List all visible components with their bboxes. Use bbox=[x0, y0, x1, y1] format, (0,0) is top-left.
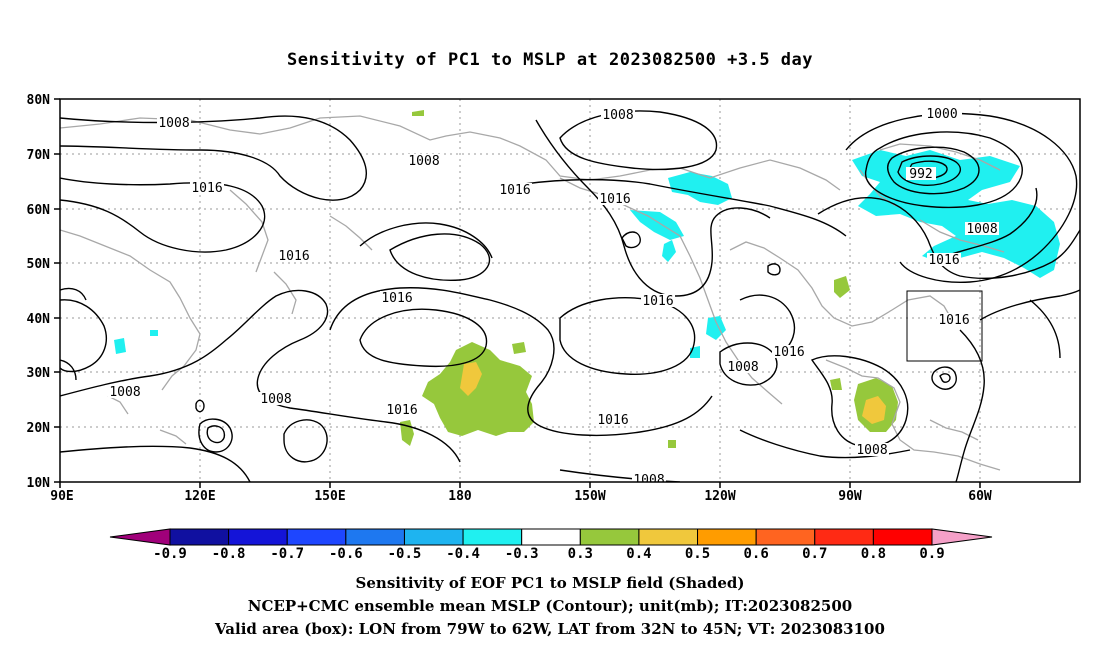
valid-area-box bbox=[906, 290, 983, 362]
colorbar-swatch bbox=[462, 528, 523, 546]
lon-label: 90E bbox=[50, 489, 73, 504]
caption-valid-area: Valid area (box): LON from 79W to 62W, L… bbox=[215, 620, 885, 638]
colorbar-arrow-high bbox=[931, 528, 993, 546]
contour-label: 1008 bbox=[158, 116, 189, 131]
colorbar-swatch bbox=[286, 528, 347, 546]
contour-label: 1008 bbox=[633, 473, 664, 488]
contour-label: 1008 bbox=[602, 108, 633, 123]
colorbar-swatch bbox=[403, 528, 464, 546]
colorbar-tick-label: -0.7 bbox=[270, 546, 304, 562]
tick-marks bbox=[54, 98, 981, 488]
contour-label: 1008 bbox=[856, 443, 887, 458]
colorbar-swatch bbox=[579, 528, 640, 546]
lat-label: 70N bbox=[27, 148, 51, 163]
contour-label: 1016 bbox=[938, 313, 969, 328]
gridlines bbox=[60, 99, 1080, 482]
contour-label: 1016 bbox=[381, 291, 412, 306]
colorbar-tick-label: 0.9 bbox=[919, 546, 944, 562]
shade-cyan-gulf-alaska bbox=[630, 210, 684, 240]
colorbar-tick-label: -0.6 bbox=[329, 546, 363, 562]
lat-label: 30N bbox=[27, 366, 51, 381]
caption-contour: NCEP+CMC ensemble mean MSLP (Contour); u… bbox=[247, 597, 853, 615]
colorbar-tick-label: 0.6 bbox=[744, 546, 769, 562]
colorbar-tick-label: -0.3 bbox=[505, 546, 539, 562]
contour-label: 1016 bbox=[773, 345, 804, 360]
contour-label: 992 bbox=[909, 167, 932, 182]
shade-cyan-pnw bbox=[662, 240, 676, 262]
shade-green-small5 bbox=[668, 440, 676, 448]
contour-label: 1016 bbox=[191, 181, 222, 196]
colorbar-tick-label: -0.9 bbox=[153, 546, 187, 562]
shade-cyan-coast1 bbox=[706, 316, 726, 340]
lat-label: 50N bbox=[27, 257, 51, 272]
colorbar-tick-label: -0.4 bbox=[446, 546, 480, 562]
caption-shading: Sensitivity of EOF PC1 to MSLP field (Sh… bbox=[355, 574, 745, 592]
contour-label: 1016 bbox=[599, 192, 630, 207]
shade-orange-central-pac bbox=[460, 362, 482, 396]
colorbar-swatch bbox=[814, 528, 874, 546]
lat-label: 10N bbox=[27, 476, 51, 491]
shade-green-small4 bbox=[830, 378, 842, 390]
lat-label: 80N bbox=[27, 93, 51, 108]
contour-label: 1000 bbox=[926, 107, 957, 122]
colorbar-labels: -0.9 -0.8 -0.7 -0.6 -0.5 -0.4 -0.3 0.3 0.4 0.5 0.6… bbox=[153, 546, 945, 562]
colorbar-tick-label: 0.5 bbox=[685, 546, 710, 562]
lat-labels: 80N 70N 60N 50N 40N 30N 20N 10N bbox=[27, 93, 51, 491]
colorbar-swatch bbox=[169, 528, 230, 546]
contour-label: 1008 bbox=[260, 392, 291, 407]
shade-green-small3 bbox=[834, 276, 850, 298]
lon-labels: 90E 120E 150E 180 150W 120W 90W 60W bbox=[50, 489, 992, 504]
shade-cyan-west-pac bbox=[114, 338, 126, 354]
lon-label: 180 bbox=[448, 489, 472, 504]
contour-label: 1008 bbox=[408, 154, 439, 169]
chart-title: Sensitivity of PC1 to MSLP at 2023082500… bbox=[286, 50, 813, 70]
lat-label: 40N bbox=[27, 312, 51, 327]
lon-label: 150E bbox=[314, 489, 345, 504]
colorbar-arrow-low bbox=[109, 528, 171, 546]
colorbar-swatch bbox=[521, 528, 581, 546]
lat-label: 20N bbox=[27, 421, 51, 436]
contour-label: 1016 bbox=[499, 183, 530, 198]
lon-label: 60W bbox=[968, 489, 992, 504]
colorbar-tick-label: -0.5 bbox=[388, 546, 422, 562]
contour-label: 1008 bbox=[727, 360, 758, 375]
plot-frame bbox=[59, 98, 1081, 483]
colorbar bbox=[109, 528, 993, 546]
colorbar-tick-label: 0.7 bbox=[802, 546, 827, 562]
lat-label: 60N bbox=[27, 203, 51, 218]
lon-label: 120W bbox=[704, 489, 735, 504]
shade-orange-gulf-mexico bbox=[862, 396, 886, 424]
colorbar-swatch bbox=[697, 528, 757, 546]
colorbar-swatch bbox=[638, 528, 699, 546]
colorbar-swatch bbox=[345, 528, 405, 546]
colorbar-tick-label: -0.8 bbox=[212, 546, 246, 562]
contour-label: 1008 bbox=[109, 385, 140, 400]
contour-label: 1016 bbox=[597, 413, 628, 428]
colorbar-swatch bbox=[872, 528, 933, 546]
mslp-contours bbox=[60, 110, 1080, 482]
shade-green-small2 bbox=[512, 342, 526, 354]
contour-label: 1016 bbox=[928, 253, 959, 268]
shade-cyan-small bbox=[150, 330, 158, 336]
lon-label: 90W bbox=[838, 489, 862, 504]
shade-green-arctic bbox=[412, 110, 424, 116]
contour-label: 1016 bbox=[278, 249, 309, 264]
lon-label: 150W bbox=[574, 489, 605, 504]
colorbar-swatch bbox=[755, 528, 816, 546]
lon-label: 120E bbox=[184, 489, 215, 504]
contour-label: 1016 bbox=[642, 294, 673, 309]
colorbar-tick-label: 0.8 bbox=[861, 546, 886, 562]
contour-label: 1016 bbox=[386, 403, 417, 418]
shade-cyan-canada bbox=[852, 150, 1060, 278]
colorbar-tick-label: 0.3 bbox=[568, 546, 593, 562]
colorbar-swatch bbox=[228, 528, 288, 546]
contour-labels: 1008 1008 1016 1016 1008 1016 1000 992 1… bbox=[108, 107, 999, 488]
colorbar-tick-label: 0.4 bbox=[626, 546, 651, 562]
contour-label: 1008 bbox=[966, 222, 997, 237]
